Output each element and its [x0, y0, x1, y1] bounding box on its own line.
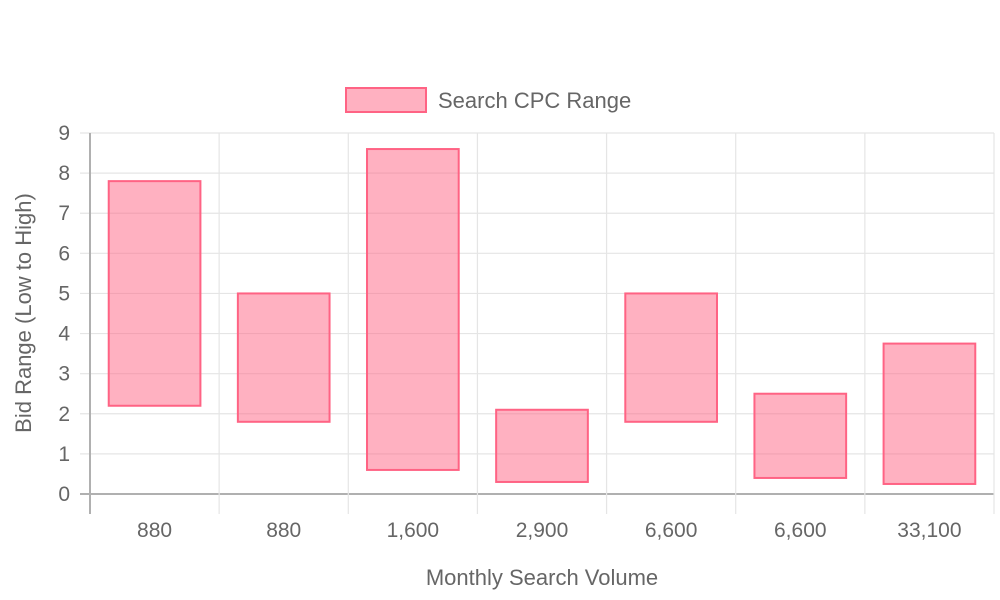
range-bar[interactable]	[495, 408, 589, 483]
bars	[107, 148, 977, 485]
y-tick-label: 9	[58, 122, 70, 145]
legend[interactable]: Search CPC Range	[345, 87, 631, 113]
tick-labels: 0 1 2 3 4 5 6 7 8 9 880 880 1,600 2,900 6,600 6,600 33,1…	[58, 122, 961, 542]
y-tick-label: 7	[58, 202, 70, 225]
x-tick-label: 6,600	[774, 519, 827, 542]
range-bar[interactable]	[366, 148, 460, 471]
grid-lines	[80, 132, 995, 514]
x-tick-label: 880	[137, 519, 172, 542]
x-tick-label: 2,900	[516, 519, 569, 542]
x-tick-label: 6,600	[645, 519, 698, 542]
y-tick-label: 4	[58, 323, 70, 346]
y-tick-label: 6	[58, 242, 70, 265]
range-bar[interactable]	[107, 180, 202, 407]
x-tick-label: 880	[266, 519, 301, 542]
range-bar[interactable]	[236, 292, 331, 423]
y-axis-title: Bid Range (Low to High)	[11, 193, 36, 433]
range-bar[interactable]	[882, 342, 977, 485]
y-tick-label: 3	[58, 363, 70, 386]
legend-swatch	[345, 87, 427, 113]
x-tick-label: 33,100	[897, 519, 961, 542]
legend-label: Search CPC Range	[438, 88, 631, 113]
y-tick-label: 0	[58, 483, 70, 506]
y-tick-label: 8	[58, 162, 70, 185]
x-tick-label: 1,600	[387, 519, 440, 542]
x-axis-title: Monthly Search Volume	[426, 565, 658, 590]
range-bar[interactable]	[624, 292, 718, 423]
y-tick-label: 2	[58, 403, 70, 426]
range-bar[interactable]	[753, 392, 848, 479]
y-tick-label: 5	[58, 282, 70, 305]
y-tick-label: 1	[58, 443, 70, 466]
